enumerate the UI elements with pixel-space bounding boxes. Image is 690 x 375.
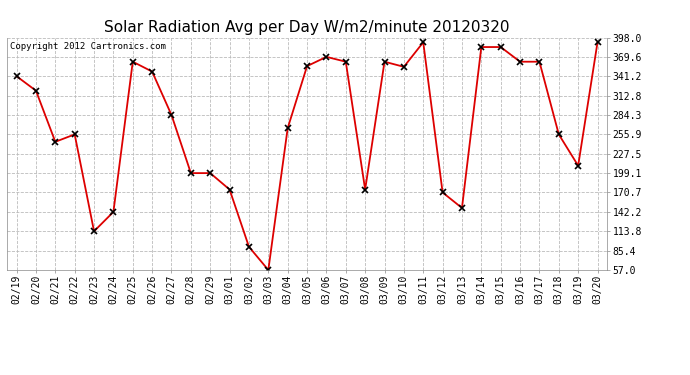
Text: Copyright 2012 Cartronics.com: Copyright 2012 Cartronics.com bbox=[10, 42, 166, 51]
Title: Solar Radiation Avg per Day W/m2/minute 20120320: Solar Radiation Avg per Day W/m2/minute … bbox=[104, 20, 510, 35]
